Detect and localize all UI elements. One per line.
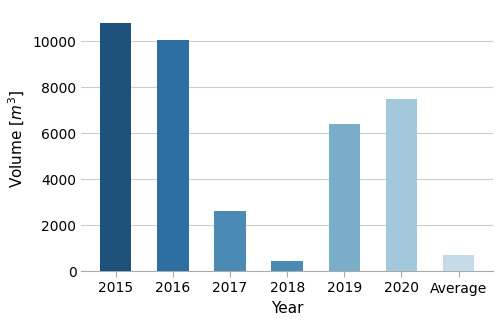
Bar [157,40,188,271]
Bar [100,23,132,271]
Bar [443,255,474,271]
Bar [386,99,417,271]
X-axis label: Year: Year [271,301,304,316]
Y-axis label: Volume $[m^3]$: Volume $[m^3]$ [7,90,27,188]
Bar [272,261,303,271]
Bar [328,124,360,271]
Bar [214,211,246,271]
